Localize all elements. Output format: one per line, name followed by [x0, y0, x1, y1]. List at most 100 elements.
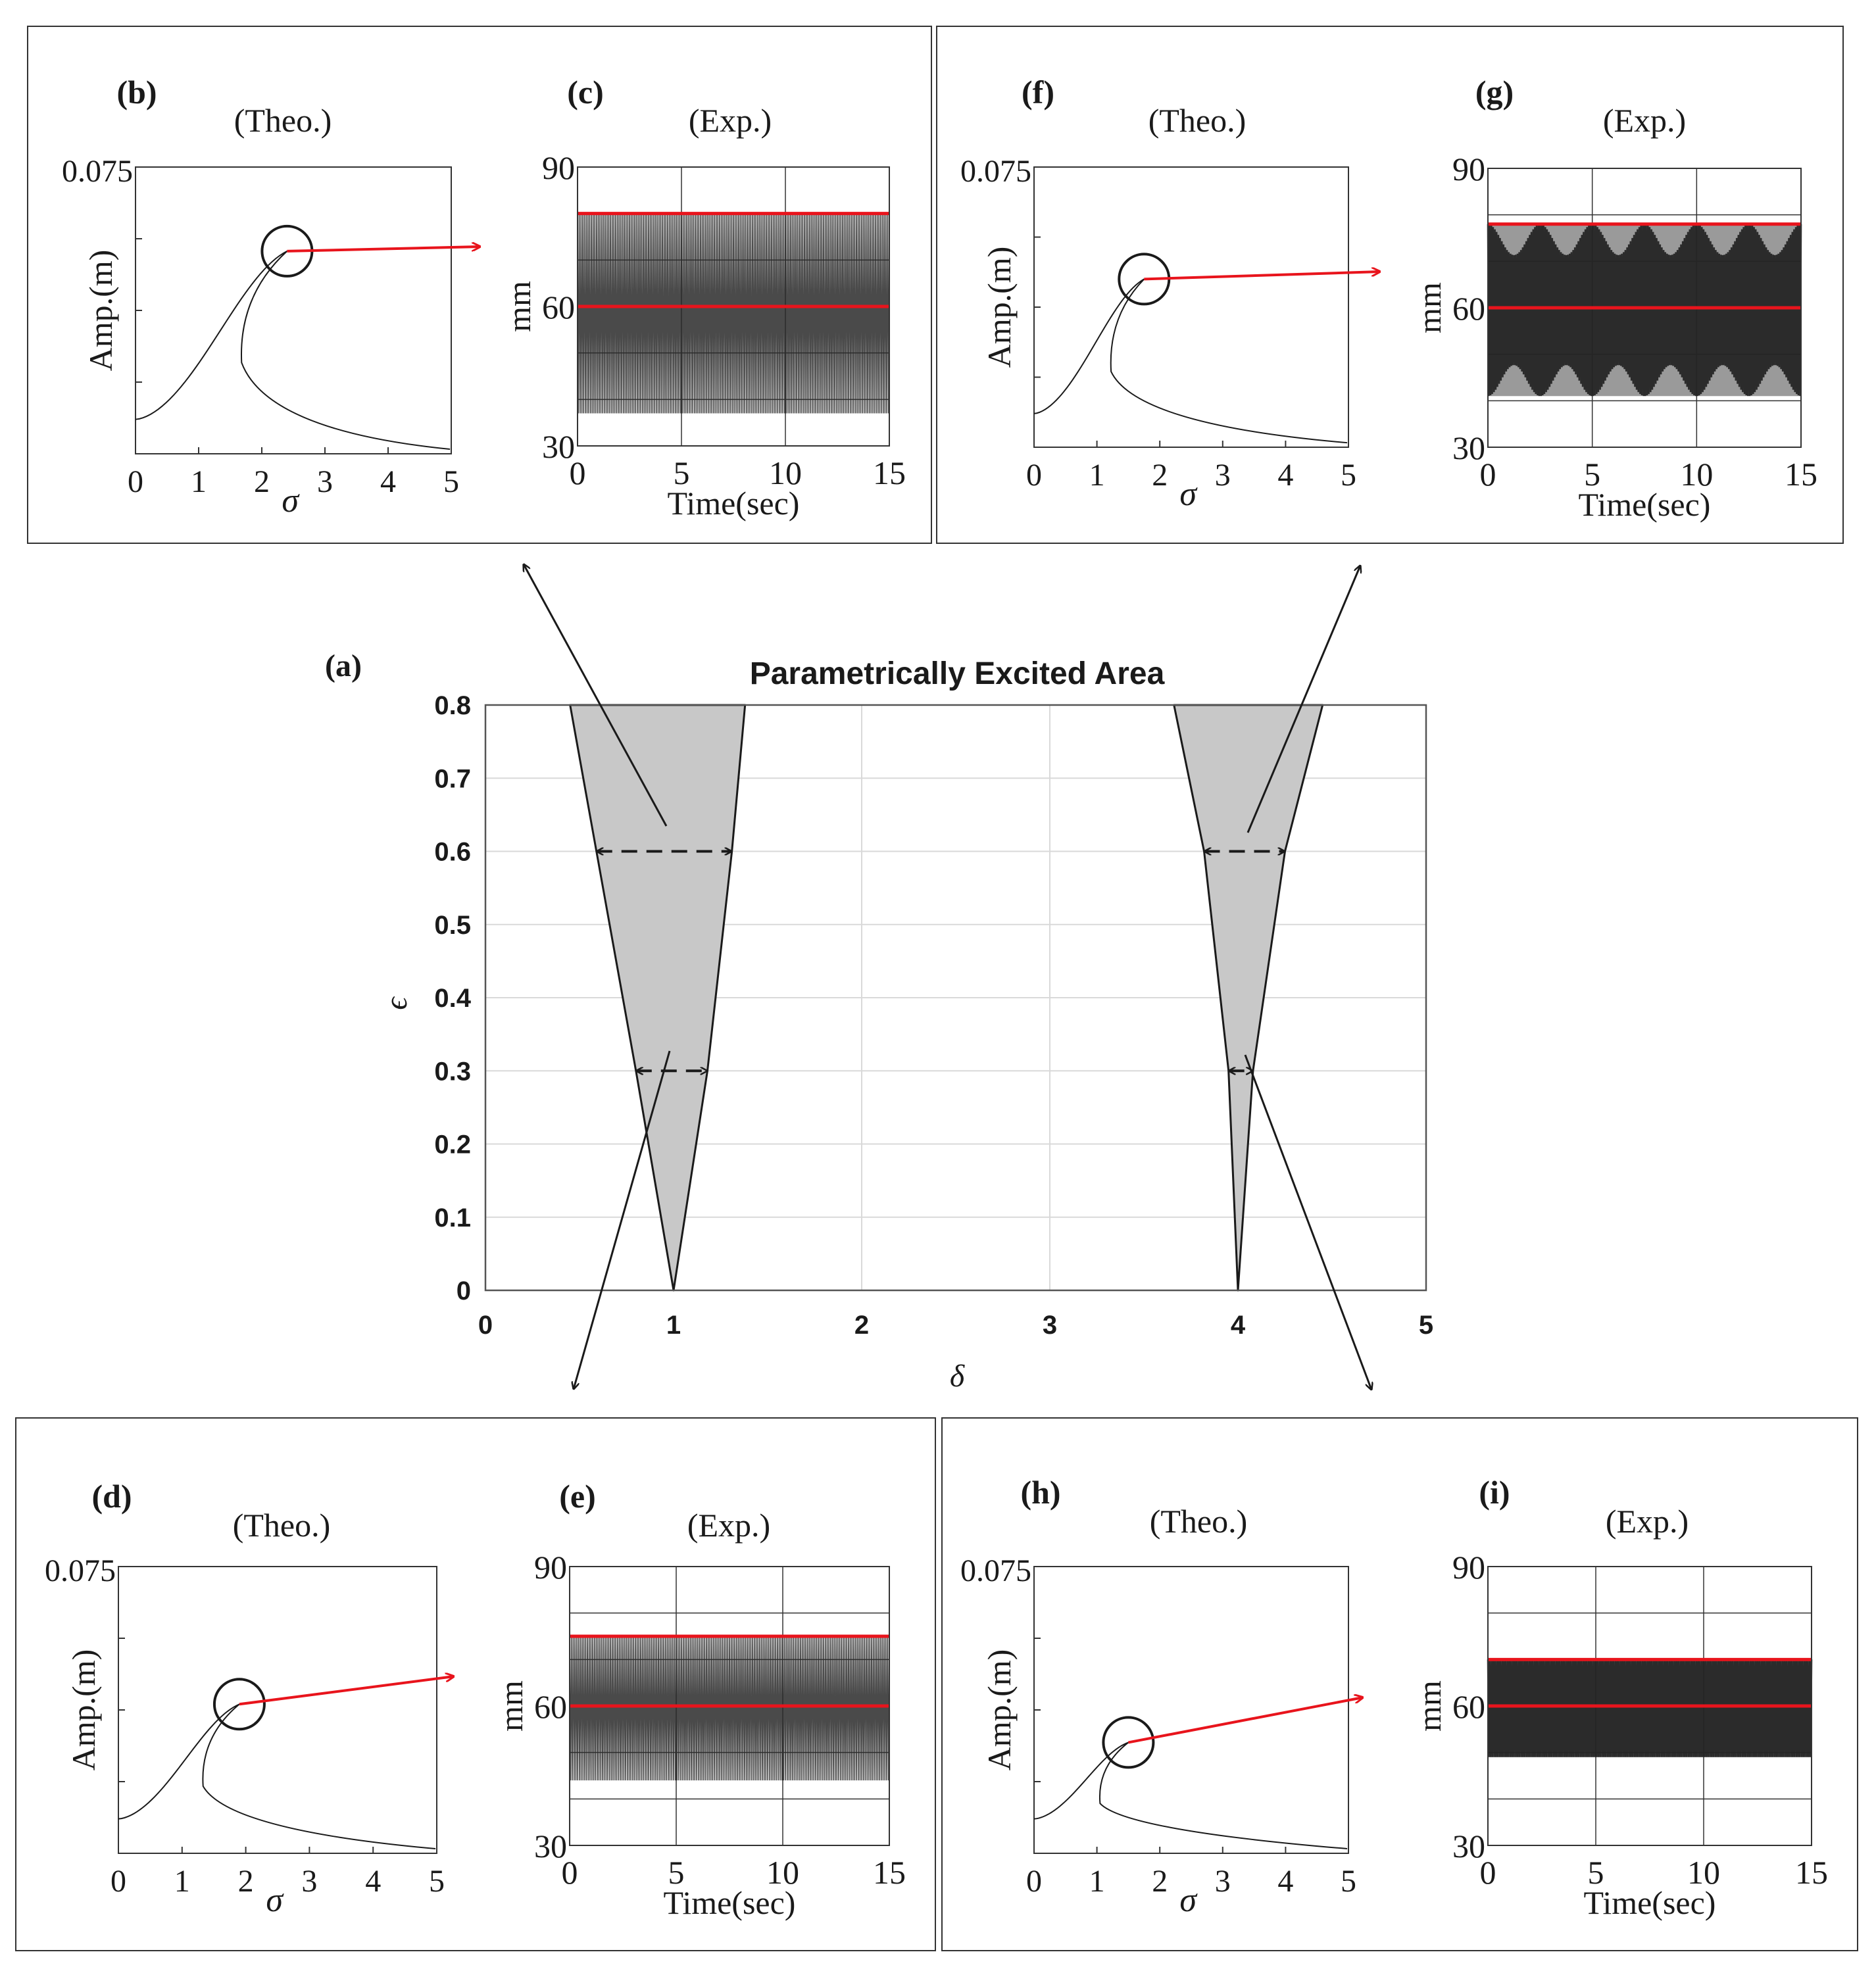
x-tick-label: 15: [1785, 456, 1817, 493]
x-tick-label: 0: [1480, 456, 1496, 493]
panel-label: (f): [1022, 74, 1054, 110]
y-axis-label: Amp.(m): [981, 247, 1018, 368]
panel-label: (d): [91, 1478, 132, 1515]
panel-a: 0 1 2 3 4 5 0 0.1 0.2 0.3 0.4 0.5 0.6 0.7 0.8 Parametri…: [325, 648, 1433, 1394]
panel-subtitle: (Theo.): [234, 102, 332, 139]
red-pointer-arrow: [1128, 1697, 1363, 1744]
x-tick-label: 5: [443, 464, 459, 499]
x-tick-label: 0: [1480, 1854, 1496, 1891]
time-signal: [569, 1636, 890, 1781]
y-axis-label: Amp.(m): [82, 250, 119, 372]
response-curve: [1033, 1742, 1348, 1850]
x-tick-label: 0: [111, 1864, 126, 1899]
x-tick-label: 0: [1026, 1864, 1042, 1899]
y-tick-label: 0.2: [434, 1131, 471, 1159]
panel-label: (e): [559, 1478, 596, 1515]
x-tick-label: 5: [1341, 1864, 1356, 1899]
response-curve: [1033, 278, 1348, 444]
axes-box: [1487, 1566, 1812, 1846]
x-tick-label: 5: [1341, 458, 1356, 493]
y-axis-label: mm: [1411, 282, 1448, 333]
x-tick-label: 0: [128, 464, 143, 499]
y-axis-label: ϵ: [379, 996, 414, 1010]
y-tick-label: 30: [534, 1828, 567, 1864]
panel-subtitle: (Theo.): [233, 1507, 331, 1544]
x-tick-label: 4: [380, 464, 396, 499]
panel-subtitle: (Theo.): [1150, 1503, 1248, 1540]
signal-density-band: [1488, 1659, 1812, 1757]
connector-arrow-to-bc: [524, 564, 668, 827]
x-tick-label: 15: [873, 1854, 906, 1891]
x-axis-label: Time(sec): [664, 1884, 796, 1921]
y-tick-label: 90: [1452, 151, 1485, 187]
x-tick-label: 10: [1680, 456, 1713, 493]
x-tick-label: 2: [1152, 458, 1168, 493]
x-tick-label: 3: [317, 464, 333, 499]
panel-label: (a): [325, 648, 362, 683]
x-axis-label: δ: [950, 1359, 965, 1394]
panel-c: 0 5 10 15 30 60 90 Time(sec) mm (c) (Exp.): [501, 74, 906, 522]
x-tick-label: 10: [1687, 1854, 1720, 1891]
y-tick-label: 0.6: [434, 838, 471, 867]
y-tick-label: 60: [1452, 1688, 1485, 1725]
panel-e: 0 5 10 15 30 60 90 Time(sec) mm (e) (Exp.): [493, 1478, 906, 1921]
response-curve: [118, 1703, 436, 1850]
panel-g: 0 5 10 15 30 60 90 Time(sec) mm (g) (Exp.): [1411, 74, 1817, 523]
x-tick-label: 3: [1215, 458, 1231, 493]
x-tick-label: 0: [478, 1311, 493, 1340]
y-tick-label: 60: [542, 289, 575, 326]
x-tick-label: 5: [1588, 1854, 1604, 1891]
x-axis-label: σ: [1179, 1882, 1198, 1919]
x-tick-label: 4: [365, 1864, 381, 1899]
y-tick-label: 0.8: [434, 691, 471, 720]
x-tick-label: 1: [191, 464, 207, 499]
axes-box: [135, 166, 452, 454]
y-tick-label: 0: [457, 1277, 471, 1305]
x-tick-label: 2: [238, 1864, 254, 1899]
x-tick-label: 0: [562, 1854, 578, 1891]
x-tick-label: 3: [1215, 1864, 1231, 1899]
axes-box: [484, 704, 1427, 1292]
y-tick-label: 60: [534, 1688, 567, 1725]
time-signal: [577, 213, 890, 414]
panel-subtitle: (Exp.): [1603, 102, 1686, 139]
chart-title: Parametrically Excited Area: [750, 656, 1165, 691]
red-pointer-arrow: [287, 247, 480, 253]
axes-box: [577, 166, 890, 447]
group-frame-de: [15, 1417, 936, 1951]
x-tick-label: 2: [854, 1311, 869, 1340]
x-tick-label: 10: [769, 454, 802, 491]
x-axis-label: σ: [266, 1882, 284, 1919]
y-axis-label: mm: [1411, 1680, 1448, 1732]
axes-box: [1487, 168, 1802, 448]
x-tick-label: 4: [1231, 1311, 1246, 1340]
y-axis-label: Amp.(m): [65, 1649, 102, 1771]
connector-arrow-to-de: [574, 1050, 671, 1389]
y-axis-label: Amp.(m): [981, 1649, 1018, 1771]
panel-b: 0 1 2 3 4 5 0.075 σ Amp.(m) (b) (Theo.): [62, 74, 480, 520]
x-tick-label: 5: [429, 1864, 445, 1899]
x-tick-label: 5: [1584, 456, 1600, 493]
response-curve: [135, 251, 451, 451]
connector-arrow-to-fg: [1247, 566, 1360, 833]
y-axis-label: mm: [493, 1680, 530, 1732]
y-tick-label: 90: [542, 149, 575, 186]
axes-box: [118, 1566, 437, 1854]
y-tick-label: 0.3: [434, 1057, 471, 1086]
axes-box: [569, 1566, 890, 1846]
x-tick-label: 2: [254, 464, 270, 499]
x-tick-label: 1: [666, 1311, 681, 1340]
x-tick-label: 10: [766, 1854, 799, 1891]
y-tick-label: 0.7: [434, 764, 471, 793]
group-frame-bc: [27, 26, 932, 544]
red-pointer-arrow: [239, 1676, 454, 1706]
panel-subtitle: (Exp.): [689, 102, 772, 139]
x-tick-label: 1: [174, 1864, 190, 1899]
panel-i: 0 5 10 15 30 60 90 Time(sec) mm (i) (Exp.): [1411, 1474, 1828, 1921]
y-tick-label-top: 0.075: [62, 154, 133, 189]
y-tick-label: 30: [1452, 429, 1485, 466]
y-axis-label: mm: [501, 281, 537, 332]
highlight-circle: [212, 1678, 266, 1731]
axes-box: [1033, 166, 1349, 448]
